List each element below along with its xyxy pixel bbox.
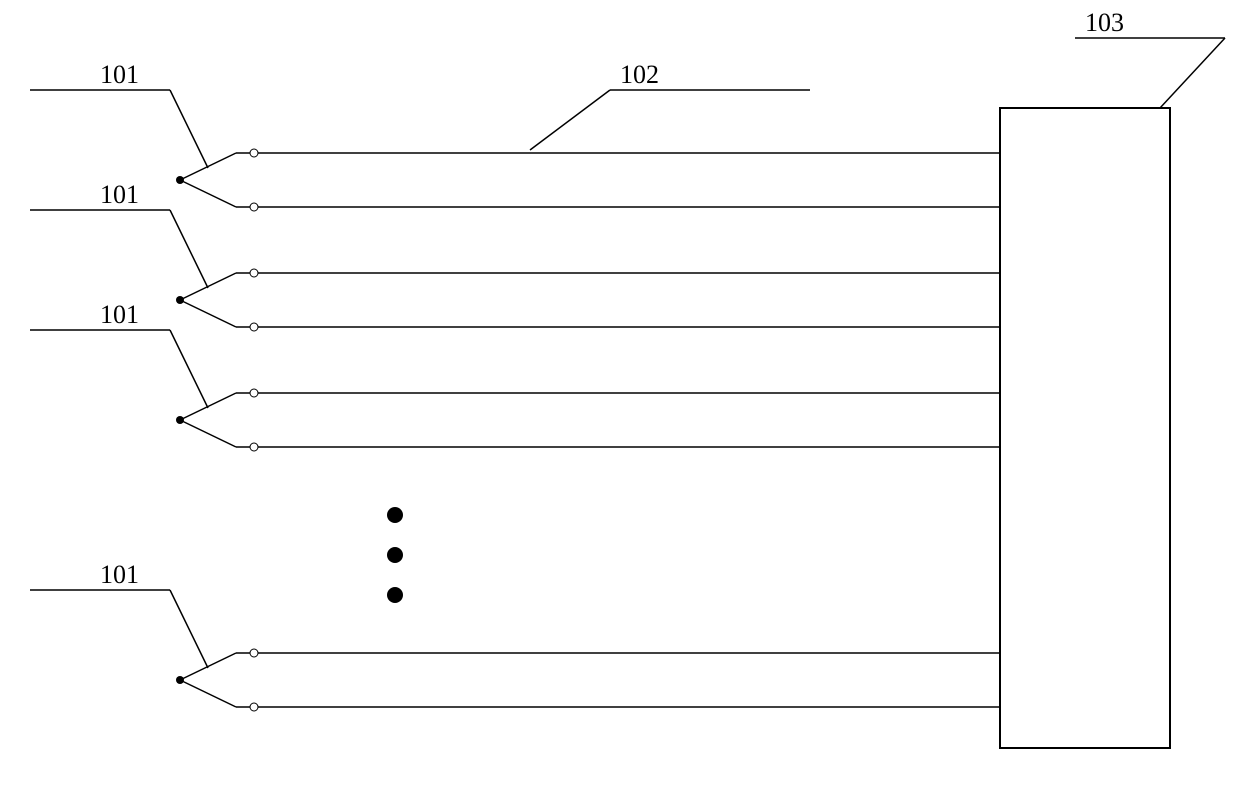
reference-label-101: 101 bbox=[100, 560, 139, 590]
leader-diagonal bbox=[170, 90, 208, 168]
leader-diagonal bbox=[170, 210, 208, 288]
leader-diagonal bbox=[1160, 38, 1225, 108]
connector-box bbox=[1000, 108, 1170, 748]
leader-diagonal bbox=[170, 590, 208, 668]
junction-dot bbox=[250, 703, 258, 711]
probe-arm-down bbox=[180, 420, 236, 447]
probe-arm-down bbox=[180, 180, 236, 207]
junction-dot bbox=[250, 269, 258, 277]
reference-label-101: 101 bbox=[100, 180, 139, 210]
probe-arm-down bbox=[180, 680, 236, 707]
junction-dot bbox=[250, 649, 258, 657]
junction-dot bbox=[250, 323, 258, 331]
probe-arm-down bbox=[180, 300, 236, 327]
reference-label-101: 101 bbox=[100, 300, 139, 330]
reference-label-101: 101 bbox=[100, 60, 139, 90]
reference-label-103: 103 bbox=[1085, 8, 1124, 38]
leader-diagonal bbox=[170, 330, 208, 408]
reference-label-102: 102 bbox=[620, 60, 659, 90]
ellipsis-dot bbox=[387, 587, 403, 603]
schematic-diagram bbox=[0, 0, 1239, 798]
junction-dot bbox=[250, 389, 258, 397]
ellipsis-dot bbox=[387, 507, 403, 523]
ellipsis-dot bbox=[387, 547, 403, 563]
junction-dot bbox=[250, 443, 258, 451]
leader-diagonal bbox=[530, 90, 610, 150]
junction-dot bbox=[250, 149, 258, 157]
junction-dot bbox=[250, 203, 258, 211]
